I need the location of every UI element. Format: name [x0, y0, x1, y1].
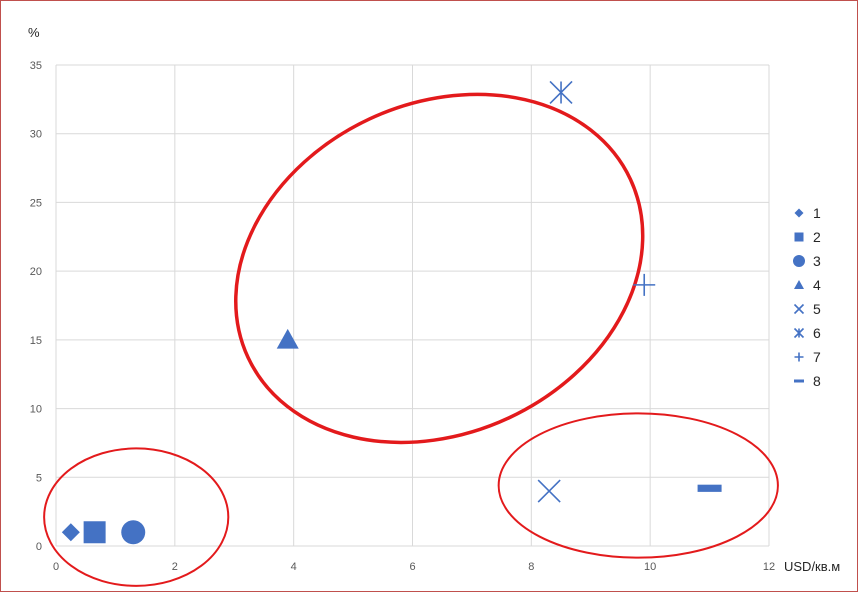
legend-marker-5 — [793, 303, 805, 315]
x-tick-label: 0 — [53, 561, 59, 573]
y-tick-label: 15 — [30, 335, 42, 347]
legend-marker-1 — [794, 208, 804, 218]
legend-marker-6 — [793, 327, 805, 339]
tick-labels: 0 2 4 6 8 10 12 0 5 10 15 20 25 30 35 — [30, 60, 775, 573]
legend-marker-2 — [794, 232, 804, 242]
highlight-ellipse-center-cluster — [234, 92, 645, 445]
data-point-series-1 — [61, 523, 80, 542]
data-point-series-2 — [83, 521, 106, 544]
x-tick-label: 4 — [291, 561, 297, 573]
legend-label: 4 — [813, 277, 821, 293]
highlight-ellipse-left-cluster — [43, 447, 230, 587]
legend-marker-7 — [794, 352, 804, 362]
y-tick-label: 10 — [30, 404, 42, 416]
legend-marker-3 — [793, 255, 805, 267]
x-axis-title: USD/кв.м — [784, 559, 840, 574]
data-points — [61, 80, 722, 545]
legend-label: 3 — [813, 253, 821, 269]
legend-label: 6 — [813, 325, 821, 341]
data-point-series-4 — [276, 328, 299, 349]
legend-label: 1 — [813, 205, 821, 221]
data-point-series-5 — [537, 479, 561, 503]
x-tick-label: 6 — [409, 561, 415, 573]
data-point-series-7 — [633, 273, 656, 296]
x-tick-label: 8 — [528, 561, 534, 573]
y-tick-label: 25 — [30, 197, 42, 209]
highlight-ellipses — [43, 92, 779, 587]
legend-label: 5 — [813, 301, 821, 317]
legend-label: 8 — [813, 373, 821, 389]
data-point-series-8 — [697, 484, 722, 492]
x-tick-label: 2 — [172, 561, 178, 573]
data-point-series-6 — [549, 80, 573, 105]
y-tick-label: 0 — [36, 541, 42, 553]
y-tick-label: 30 — [30, 129, 42, 141]
highlight-ellipse-right-cluster — [497, 412, 779, 559]
data-point-series-3 — [121, 520, 146, 545]
legend-marker-8 — [794, 379, 804, 383]
x-tick-label: 10 — [644, 561, 656, 573]
y-tick-label: 20 — [30, 266, 42, 278]
y-tick-label: 35 — [30, 60, 42, 72]
x-tick-label: 12 — [763, 561, 775, 573]
legend-label: 7 — [813, 349, 821, 365]
legend-label: 2 — [813, 229, 821, 245]
y-tick-label: 5 — [36, 472, 42, 484]
y-axis-title: % — [28, 25, 40, 40]
legend-marker-4 — [794, 280, 804, 289]
legend: 1 2 3 4 5 6 7 8 — [793, 205, 821, 389]
grid-lines — [55, 64, 770, 547]
